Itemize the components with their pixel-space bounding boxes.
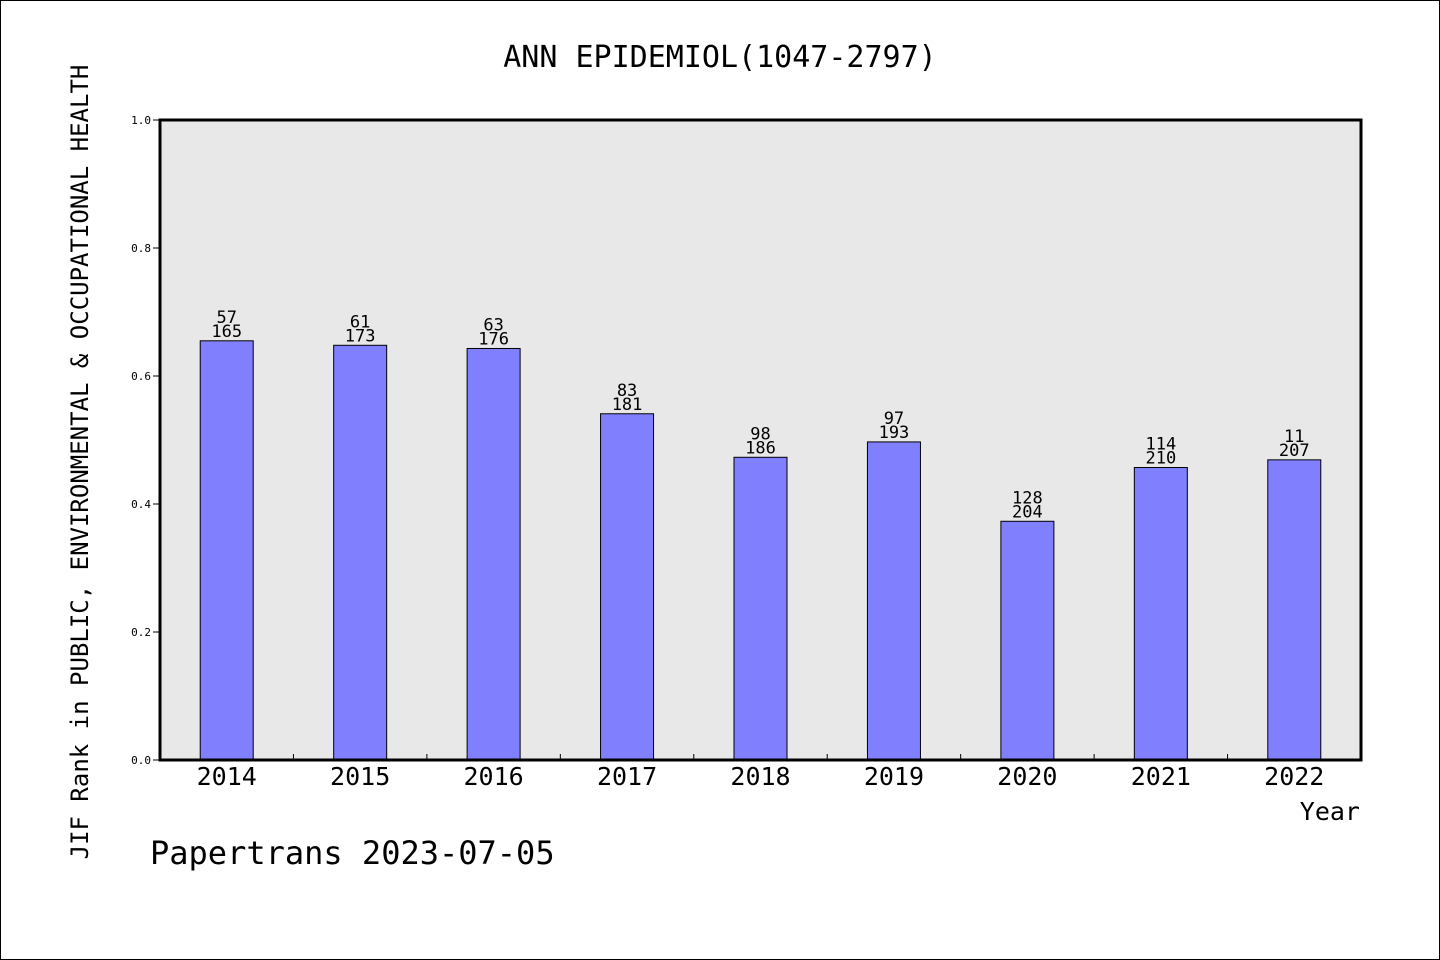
bar-2018 <box>733 456 788 761</box>
data-label-total-2016: 176 <box>478 329 509 349</box>
data-label-rank-2020: 128 <box>1012 488 1043 508</box>
data-label-rank-2015: 61 <box>350 312 370 332</box>
y-tick-label: 0.0 <box>131 754 151 767</box>
x-tick-label-2021: 2021 <box>1131 762 1191 791</box>
data-label-total-2017: 181 <box>612 395 643 415</box>
bar-2019 <box>866 441 921 761</box>
x-axis-label: Year <box>1300 797 1360 826</box>
y-axis-label: JIF Rank in PUBLIC, ENVIRONMENTAL & OCCU… <box>66 65 94 860</box>
x-tick-label-2016: 2016 <box>464 762 524 791</box>
x-tick-label-2014: 2014 <box>197 762 257 791</box>
data-label-rank-2017: 83 <box>617 381 637 401</box>
y-tick-label: 0.2 <box>131 626 151 639</box>
bar-2022 <box>1267 459 1322 761</box>
data-label-rank-2019: 97 <box>884 409 904 429</box>
data-label-total-2015: 173 <box>345 326 376 346</box>
bar-2020 <box>1000 520 1055 761</box>
x-tick-label-2018: 2018 <box>730 762 790 791</box>
data-label-rank-2022: 11 <box>1284 427 1304 447</box>
data-label-total-2021: 210 <box>1145 449 1176 469</box>
data-label-total-2019: 193 <box>879 423 910 443</box>
data-label-total-2018: 186 <box>745 438 776 458</box>
bar-2014 <box>199 340 254 761</box>
bar-2015 <box>333 344 388 761</box>
x-tick-label-2022: 2022 <box>1264 762 1324 791</box>
data-label-rank-2016: 63 <box>483 315 503 335</box>
bars-group <box>199 340 1322 761</box>
x-tick-label-2019: 2019 <box>864 762 924 791</box>
chart-title: ANN EPIDEMIOL(1047-2797) <box>503 40 936 75</box>
x-tick-label-2017: 2017 <box>597 762 657 791</box>
y-axis-ticks: 0.0 0.2 0.4 0.6 0.8 1.0 <box>131 114 160 767</box>
bar-2017 <box>600 413 655 761</box>
data-label-total-2014: 165 <box>211 322 242 342</box>
data-label-rank-2014: 57 <box>216 308 236 328</box>
y-tick-label: 0.8 <box>131 242 151 255</box>
x-axis-tick-labels: 2014 2015 2016 2017 2018 2019 2020 2021 2022 <box>197 762 1325 791</box>
y-tick-label: 0.4 <box>131 498 151 511</box>
y-tick-label: 1.0 <box>131 114 151 127</box>
x-tick-label-2020: 2020 <box>997 762 1057 791</box>
footer-text: Papertrans 2023-07-05 <box>150 834 555 872</box>
y-tick-label: 0.6 <box>131 370 151 383</box>
bar-2021 <box>1133 467 1188 761</box>
data-label-total-2020: 204 <box>1012 502 1043 522</box>
bar-2016 <box>466 347 521 761</box>
data-label-rank-2018: 98 <box>750 424 770 444</box>
data-label-total-2022: 207 <box>1279 441 1310 461</box>
data-label-rank-2021: 114 <box>1145 435 1176 455</box>
x-tick-label-2015: 2015 <box>330 762 390 791</box>
plot-border <box>158 118 1363 762</box>
